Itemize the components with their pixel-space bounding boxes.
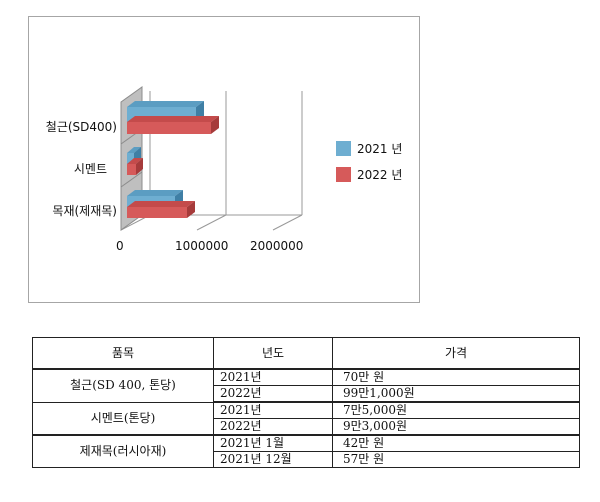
year-cell: 2022년 xyxy=(213,418,333,436)
price-cell: 70만 원 xyxy=(332,368,580,386)
price-cell: 99만1,000원 xyxy=(332,385,580,403)
legend-label: 2022 년 xyxy=(357,167,403,182)
price-cell: 7만5,000원 xyxy=(332,401,580,419)
item-cell: 제재목(러시아재) xyxy=(32,434,214,468)
bar-rebar-2022 xyxy=(127,122,211,134)
year-cell: 2021년 12월 xyxy=(213,451,333,468)
bar-lumber-2022 xyxy=(127,207,187,218)
year-cell: 2021년 xyxy=(213,401,333,419)
x-tick: 0 xyxy=(116,239,124,253)
bar-cement-2021 xyxy=(127,153,134,164)
year-cell: 2021년 1월 xyxy=(213,434,333,452)
x-tick: 1000000 xyxy=(175,239,229,253)
header-year: 년도 xyxy=(213,337,333,370)
legend-swatch-2021 xyxy=(336,140,351,156)
bar-chart xyxy=(120,86,303,231)
x-tick: 2000000 xyxy=(250,239,304,253)
category-label: 목재(제재목) xyxy=(52,204,117,218)
legend-item: 2022 년 xyxy=(336,161,402,187)
table-row: 2022년 9만3,000원 xyxy=(33,418,580,436)
header-item: 품목 xyxy=(32,337,214,370)
legend-swatch-2022 xyxy=(336,166,351,182)
category-label: 시멘트 xyxy=(73,162,107,176)
chart-area: 철근(SD400) 시멘트 목재(제재목) 0 1000000 2000000 … xyxy=(28,16,420,303)
table-row: 시멘트(톤당) 2021년 7만5,000원 xyxy=(32,401,580,436)
category-label: 철근(SD400) xyxy=(45,120,117,134)
year-cell: 2022년 xyxy=(213,385,333,403)
table-row: 제재목(러시아재) 2021년 1월 42만 원 xyxy=(32,434,580,468)
price-cell: 42만 원 xyxy=(332,434,580,452)
header-price: 가격 xyxy=(332,337,580,370)
item-cell: 철근(SD 400, 톤당) xyxy=(32,368,214,403)
bar-cement-2022 xyxy=(127,164,136,175)
price-cell: 9만3,000원 xyxy=(332,418,580,436)
year-cell: 2021년 xyxy=(213,368,333,386)
table-header-row: 품목 년도 가격 xyxy=(32,337,580,370)
legend-label: 2021 년 xyxy=(357,141,403,156)
table-row: 2022년 99만1,000원 xyxy=(33,385,580,403)
legend-item: 2021 년 xyxy=(336,135,402,161)
table-row: 2021년 12월 57만 원 xyxy=(33,451,580,468)
price-table: 품목 년도 가격 철근(SD 400, 톤당) 2021년 70만 원 2022… xyxy=(32,337,580,468)
item-cell: 시멘트(톤당) xyxy=(32,401,214,436)
legend: 2021 년 2022 년 xyxy=(336,135,402,187)
price-cell: 57만 원 xyxy=(332,451,580,468)
price-table-wrapper: 품목 년도 가격 철근(SD 400, 톤당) 2021년 70만 원 2022… xyxy=(32,337,580,468)
table-row: 철근(SD 400, 톤당) 2021년 70만 원 xyxy=(32,368,580,403)
